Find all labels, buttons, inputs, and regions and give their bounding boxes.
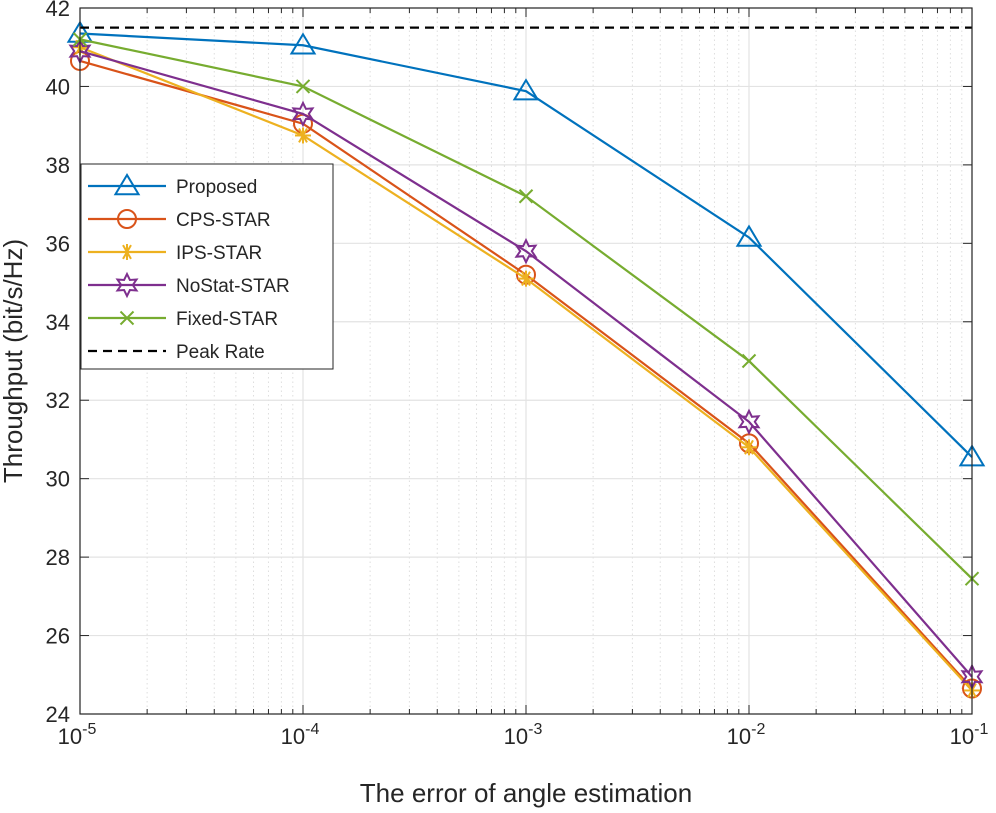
y-tick-label: 26 <box>46 624 70 649</box>
circle-marker <box>117 209 137 229</box>
x-tick-label: 10-2 <box>727 721 766 749</box>
y-axis-label: Throughput (bit/s/Hz) <box>0 239 28 483</box>
legend-label: CPS-STAR <box>176 210 271 231</box>
series-line <box>79 32 973 458</box>
y-tick-label: 40 <box>46 74 70 99</box>
x-axis-label: The error of angle estimation <box>360 778 692 808</box>
triangle-marker <box>512 78 540 101</box>
x-tick-labels: 10-5 10-4 10-3 10-2 10-1 <box>58 721 989 749</box>
x-tick-label: 10-5 <box>58 721 97 749</box>
y-tick-label: 28 <box>46 545 70 570</box>
series-line <box>79 50 973 678</box>
y-tick-label: 36 <box>46 231 70 256</box>
asterisk-marker <box>741 439 757 456</box>
hexagram-marker <box>514 237 538 265</box>
legend-label: Peak Rate <box>176 342 265 363</box>
x-marker <box>518 189 534 204</box>
legend-label: Fixed-STAR <box>176 309 278 330</box>
legend-label: NoStat-STAR <box>176 276 290 297</box>
minor-grid <box>146 8 963 714</box>
asterisk-marker <box>295 127 311 144</box>
hexagram-marker <box>115 271 139 299</box>
legend-box <box>80 163 334 370</box>
asterisk-marker <box>119 244 135 260</box>
legend-item-ips-star: IPS-STAR <box>88 243 262 264</box>
y-tick-labels: 24 26 28 30 32 34 36 38 40 42 <box>46 0 70 727</box>
series-fixed-star <box>72 32 980 586</box>
asterisk-marker <box>518 270 534 287</box>
triangle-marker <box>735 224 763 247</box>
legend: Proposed CPS-STAR IPS-STAR NoStat-STAR Fixed… <box>80 163 334 370</box>
legend-item-nostat-star: NoStat-STAR <box>88 271 290 299</box>
x-tick-label: 10-3 <box>504 721 543 749</box>
y-tick-label: 38 <box>46 153 70 178</box>
x-marker <box>119 310 135 326</box>
triangle-marker <box>289 32 317 55</box>
hexagram-marker <box>737 408 761 436</box>
legend-item-proposed: Proposed <box>88 173 257 198</box>
series-layer <box>66 20 986 699</box>
legend-item-cps-star: CPS-STAR <box>88 209 271 231</box>
x-marker <box>295 79 311 94</box>
y-tick-label: 24 <box>46 702 70 727</box>
hexagram-marker <box>291 100 315 128</box>
x-tick-label: 10-1 <box>950 721 989 749</box>
legend-label: Proposed <box>176 177 257 198</box>
legend-item-peak-rate: Peak Rate <box>88 342 265 363</box>
y-tick-label: 34 <box>46 310 70 335</box>
y-tick-label: 30 <box>46 467 70 492</box>
x-tick-label: 10-4 <box>281 721 320 749</box>
y-tick-label: 32 <box>46 388 70 413</box>
tick-marks <box>79 7 973 715</box>
y-tick-label: 42 <box>46 0 70 21</box>
triangle-marker <box>113 173 141 196</box>
legend-item-fixed-star: Fixed-STAR <box>88 309 278 330</box>
x-marker <box>741 353 757 369</box>
legend-label: IPS-STAR <box>176 243 262 264</box>
